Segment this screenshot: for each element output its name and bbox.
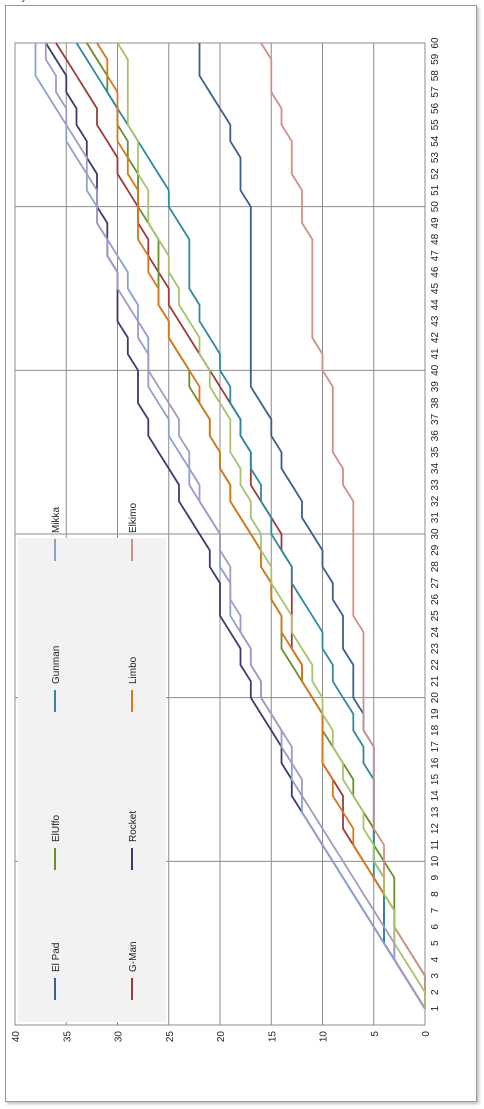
category-tick-label: 49 — [430, 217, 441, 229]
value-tick-label: 15 — [267, 1031, 278, 1043]
category-tick-label: 11 — [430, 839, 441, 850]
category-tick-label: 37 — [430, 413, 441, 425]
legend-label: Gunman — [51, 646, 62, 684]
category-tick-label: 46 — [430, 266, 441, 278]
category-tick-label: 16 — [430, 757, 441, 769]
series-line — [96, 42, 426, 1010]
category-tick-label: 3 — [430, 973, 441, 979]
category-tick-label: 21 — [430, 675, 441, 687]
category-tick-label: 8 — [430, 891, 441, 897]
legend-label: Mikka — [51, 506, 62, 533]
value-tick-label: 0 — [421, 1031, 432, 1037]
category-tick-label: 29 — [430, 544, 441, 556]
category-tick-label: 24 — [430, 626, 441, 638]
series-line — [260, 42, 426, 1009]
category-tick-label: 32 — [430, 495, 441, 507]
category-tick-label: 26 — [430, 593, 441, 605]
category-tick-label: 36 — [430, 430, 441, 442]
category-tick-label: 43 — [430, 315, 441, 327]
legend-label: Rocket — [128, 811, 139, 842]
category-tick-label: 51 — [430, 184, 441, 196]
category-tick-label: 59 — [430, 53, 441, 65]
value-tick-label: 30 — [114, 1031, 125, 1043]
series-lines — [34, 42, 426, 1010]
category-tick-label: 7 — [430, 907, 441, 913]
category-tick-label: 60 — [430, 37, 441, 49]
category-tick-label: 17 — [430, 741, 441, 753]
category-tick-label: 38 — [430, 397, 441, 409]
category-tick-label: 9 — [430, 874, 441, 880]
series-line — [198, 43, 426, 1010]
category-tick-label: 22 — [430, 659, 441, 671]
value-tick-label: 40 — [11, 1031, 22, 1043]
category-tick-label: 18 — [430, 724, 441, 736]
category-tick-label: 42 — [430, 332, 441, 344]
series-line — [44, 43, 426, 1010]
category-tick-label: 5 — [430, 940, 441, 946]
category-tick-label: 53 — [430, 152, 441, 164]
category-tick-label: 45 — [430, 283, 441, 295]
category-tick-label: 47 — [430, 250, 441, 262]
category-tick-label: 57 — [430, 86, 441, 98]
category-tick-label: 27 — [430, 577, 441, 589]
legend-label: Hardy — [0, 0, 27, 3]
category-tick-label: 44 — [430, 299, 441, 311]
value-tick-label: 20 — [216, 1031, 227, 1043]
category-tick-label: 4 — [430, 956, 441, 962]
category-tick-label: 31 — [430, 512, 441, 524]
category-tick-label: 33 — [430, 479, 441, 491]
category-tick-label: 55 — [430, 119, 441, 131]
category-tick-label: 28 — [430, 561, 441, 573]
category-tick-label: 10 — [430, 855, 441, 867]
legend-label: Elkimo — [128, 503, 139, 533]
category-tick-label: 13 — [430, 806, 441, 818]
category-tick-label: 14 — [430, 790, 441, 802]
category-tick-label: 2 — [430, 989, 441, 995]
category-axis-ticks: 1234567891011121314151617181920212223242… — [430, 37, 441, 1011]
legend-box — [18, 538, 166, 1022]
category-tick-label: 20 — [430, 692, 441, 704]
value-tick-label: 35 — [62, 1031, 73, 1043]
category-tick-label: 54 — [430, 135, 441, 147]
value-tick-label: 10 — [319, 1031, 330, 1043]
legend-label: Rocco — [0, 0, 29, 3]
category-tick-label: 6 — [430, 924, 441, 930]
legend-label: ElUffo — [51, 815, 62, 842]
category-tick-label: 35 — [430, 446, 441, 458]
value-tick-label: 25 — [165, 1031, 176, 1043]
category-tick-label: 23 — [430, 643, 441, 655]
category-tick-label: 56 — [430, 102, 441, 114]
category-tick-label: 48 — [430, 233, 441, 245]
category-tick-label: 39 — [430, 381, 441, 393]
category-tick-label: 12 — [430, 823, 441, 835]
category-tick-label: 41 — [430, 348, 441, 360]
category-tick-label: 19 — [430, 708, 441, 720]
legend-label: El Pad — [51, 943, 62, 972]
category-tick-label: 52 — [430, 168, 441, 180]
category-tick-label: 1 — [430, 1005, 441, 1011]
category-tick-label: 34 — [430, 463, 441, 475]
legend-label: Limbo — [128, 656, 139, 684]
category-tick-label: 40 — [430, 364, 441, 376]
category-tick-label: 50 — [430, 201, 441, 213]
value-tick-label: 5 — [370, 1031, 381, 1037]
legend: El Pad G-Man ElUffo Rocket Gunman Limbo Mikka E… — [0, 0, 166, 1022]
value-axis-ticks: 0 5 10 15 20 25 30 35 40 — [11, 1031, 432, 1043]
category-tick-label: 58 — [430, 70, 441, 82]
category-tick-label: 25 — [430, 610, 441, 622]
legend-label: G-Man — [128, 941, 139, 972]
category-tick-label: 30 — [430, 528, 441, 540]
series-line — [116, 42, 426, 1009]
category-tick-label: 15 — [430, 774, 441, 786]
